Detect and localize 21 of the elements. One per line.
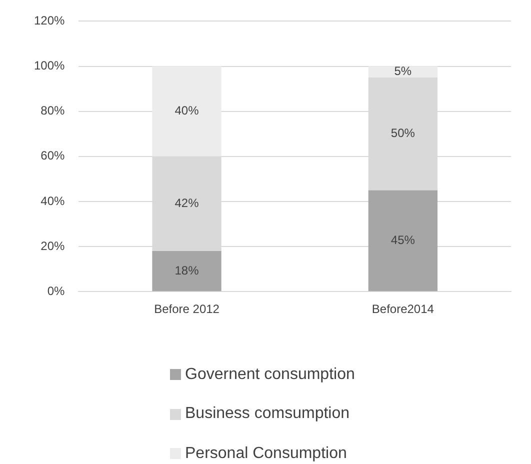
bar xyxy=(152,66,222,156)
y-tick-label: 0% xyxy=(47,284,66,298)
y-tick-label: 60% xyxy=(40,148,66,163)
data-label: 40% xyxy=(174,104,200,118)
bar xyxy=(368,190,438,292)
data-label: 42% xyxy=(174,196,200,210)
data-label: 18% xyxy=(174,263,200,278)
data-label: 5% xyxy=(394,64,412,78)
x-tick-label: Before 2012 xyxy=(154,302,220,316)
legend-label: Governent consumption xyxy=(185,366,355,384)
y-tick-label: 100% xyxy=(34,58,66,73)
y-tick-label: 120% xyxy=(34,14,66,28)
y-tick-label: 20% xyxy=(40,238,66,253)
legend-label: Business comsumption xyxy=(185,405,350,424)
bar xyxy=(152,251,222,292)
legend-label: Personal Consumption xyxy=(185,444,347,463)
data-label: 45% xyxy=(390,232,416,247)
x-tick-label: Before2014 xyxy=(372,302,434,316)
y-tick-label: 40% xyxy=(40,194,66,208)
data-label: 50% xyxy=(390,126,416,140)
y-tick-label: 80% xyxy=(40,104,66,118)
